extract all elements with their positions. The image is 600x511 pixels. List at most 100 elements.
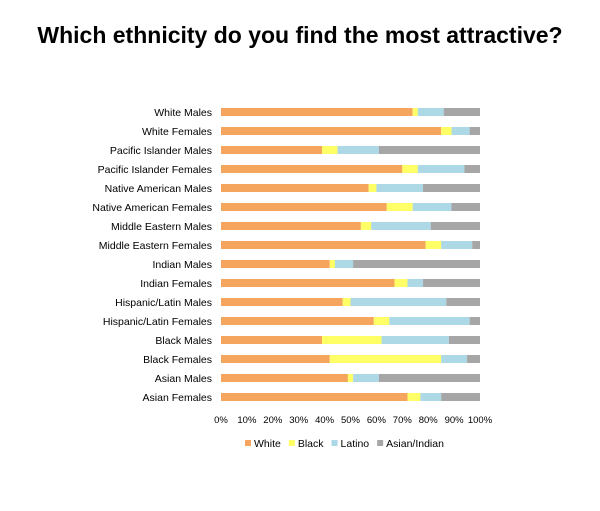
- bar-white-females-asian-indian: [469, 127, 480, 135]
- legend-label-white: White: [254, 438, 281, 450]
- bar-black-males-white: [221, 336, 323, 344]
- bar-hispanic-latin-males-black: [342, 298, 351, 306]
- legend-label-asian-indian: Asian/Indian: [386, 438, 444, 450]
- bar-white-females-black: [441, 127, 452, 135]
- bar-hispanic-latin-females-latino: [389, 317, 470, 325]
- bar-native-american-males-white: [221, 184, 369, 192]
- category-label-hispanic-latin-females: Hispanic/Latin Females: [103, 316, 212, 328]
- category-labels: White Males White Females Pacific Islander…: [92, 107, 212, 404]
- category-label-indian-males: Indian Males: [152, 259, 212, 271]
- bar-indian-males-black: [329, 260, 335, 268]
- bar-black-females-black: [329, 355, 442, 363]
- bar-asian-males-black: [347, 374, 354, 382]
- bar-white-females-white: [221, 127, 442, 135]
- bar-asian-males-white: [221, 374, 348, 382]
- bar-pacific-islander-males-white: [221, 146, 323, 154]
- category-label-middle-eastern-females: Middle Eastern Females: [99, 240, 212, 252]
- x-tick-label: 50%: [341, 415, 361, 426]
- bar-middle-eastern-males-latino: [371, 222, 431, 230]
- x-tick-label: 10%: [237, 415, 257, 426]
- bar-white-males-white: [221, 108, 413, 116]
- legend: White Black Latino Asian/Indian: [245, 438, 444, 450]
- category-label-native-american-males: Native American Males: [105, 183, 212, 195]
- category-label-white-females: White Females: [142, 126, 212, 138]
- category-label-middle-eastern-males: Middle Eastern Males: [111, 221, 212, 233]
- category-label-white-males: White Males: [154, 107, 212, 119]
- legend-swatch-black: [288, 440, 295, 446]
- bar-pacific-islander-males-asian-indian: [378, 146, 480, 154]
- bar-white-males-black: [412, 108, 418, 116]
- bar-middle-eastern-males-asian-indian: [430, 222, 480, 230]
- x-tick-label: 90%: [445, 415, 465, 426]
- bar-middle-eastern-females-white: [221, 241, 426, 249]
- bar-hispanic-latin-males-white: [221, 298, 343, 306]
- bar-black-males-asian-indian: [448, 336, 480, 344]
- bar-white-males-asian-indian: [443, 108, 480, 116]
- legend-swatch-asian-indian: [377, 440, 384, 446]
- bar-indian-males-asian-indian: [353, 260, 480, 268]
- bar-middle-eastern-males-black: [360, 222, 372, 230]
- x-tick-label: 60%: [367, 415, 387, 426]
- bar-pacific-islander-females-latino: [417, 165, 465, 173]
- bar-pacific-islander-males-latino: [337, 146, 379, 154]
- x-tick-label: 20%: [263, 415, 283, 426]
- bar-indian-females-white: [221, 279, 395, 287]
- bar-asian-males-latino: [353, 374, 379, 382]
- bar-black-males-latino: [381, 336, 449, 344]
- legend-label-latino: Latino: [341, 438, 370, 450]
- x-tick-label: 30%: [289, 415, 309, 426]
- bar-pacific-islander-females-black: [402, 165, 418, 173]
- bar-pacific-islander-males-black: [322, 146, 338, 154]
- bar-asian-females-black: [407, 393, 421, 401]
- bar-middle-eastern-females-black: [425, 241, 442, 249]
- bar-white-males-latino: [417, 108, 444, 116]
- bar-hispanic-latin-males-latino: [350, 298, 447, 306]
- bar-native-american-females-asian-indian: [451, 203, 480, 211]
- legend-label-black: Black: [298, 438, 324, 450]
- bar-native-american-females-latino: [412, 203, 452, 211]
- x-tick-label: 70%: [393, 415, 413, 426]
- bar-middle-eastern-females-latino: [441, 241, 473, 249]
- bar-white-females-latino: [451, 127, 470, 135]
- bar-middle-eastern-females-asian-indian: [472, 241, 480, 249]
- chart-title: Which ethnicity do you find the most att…: [37, 22, 563, 48]
- bar-hispanic-latin-females-white: [221, 317, 374, 325]
- bar-asian-females-latino: [420, 393, 442, 401]
- bar-pacific-islander-females-white: [221, 165, 403, 173]
- category-label-black-males: Black Males: [155, 335, 212, 347]
- category-label-black-females: Black Females: [143, 354, 212, 366]
- category-label-native-american-females: Native American Females: [92, 202, 212, 214]
- category-label-pacific-islander-females: Pacific Islander Females: [98, 164, 212, 176]
- category-label-asian-females: Asian Females: [143, 392, 212, 404]
- bar-native-american-males-black: [368, 184, 377, 192]
- bars-layer: [221, 108, 480, 401]
- x-tick-label: 0%: [214, 415, 228, 426]
- bar-native-american-females-black: [386, 203, 413, 211]
- bar-hispanic-latin-females-asian-indian: [469, 317, 480, 325]
- bar-native-american-males-latino: [376, 184, 424, 192]
- bar-black-females-white: [221, 355, 330, 363]
- bar-native-american-males-asian-indian: [423, 184, 480, 192]
- bar-black-females-latino: [441, 355, 468, 363]
- legend-swatch-latino: [331, 440, 338, 446]
- category-label-indian-females: Indian Females: [140, 278, 212, 290]
- bar-native-american-females-white: [221, 203, 387, 211]
- bar-asian-males-asian-indian: [378, 374, 480, 382]
- x-tick-label: 40%: [315, 415, 335, 426]
- x-axis: 0% 10% 20% 30% 40% 50% 60% 70% 80% 90% 100%: [214, 415, 493, 426]
- bar-middle-eastern-males-white: [221, 222, 361, 230]
- category-label-hispanic-latin-males: Hispanic/Latin Males: [115, 297, 212, 309]
- legend-swatch-white: [245, 440, 251, 446]
- bar-asian-females-white: [221, 393, 408, 401]
- category-label-asian-males: Asian Males: [155, 373, 212, 385]
- category-label-pacific-islander-males: Pacific Islander Males: [110, 145, 212, 157]
- bar-indian-males-latino: [334, 260, 354, 268]
- bar-pacific-islander-females-asian-indian: [464, 165, 480, 173]
- bar-black-females-asian-indian: [467, 355, 480, 363]
- bar-hispanic-latin-females-black: [373, 317, 390, 325]
- x-tick-label: 100%: [468, 415, 493, 426]
- bar-indian-females-asian-indian: [423, 279, 480, 287]
- bar-hispanic-latin-males-asian-indian: [446, 298, 480, 306]
- bar-black-males-black: [322, 336, 382, 344]
